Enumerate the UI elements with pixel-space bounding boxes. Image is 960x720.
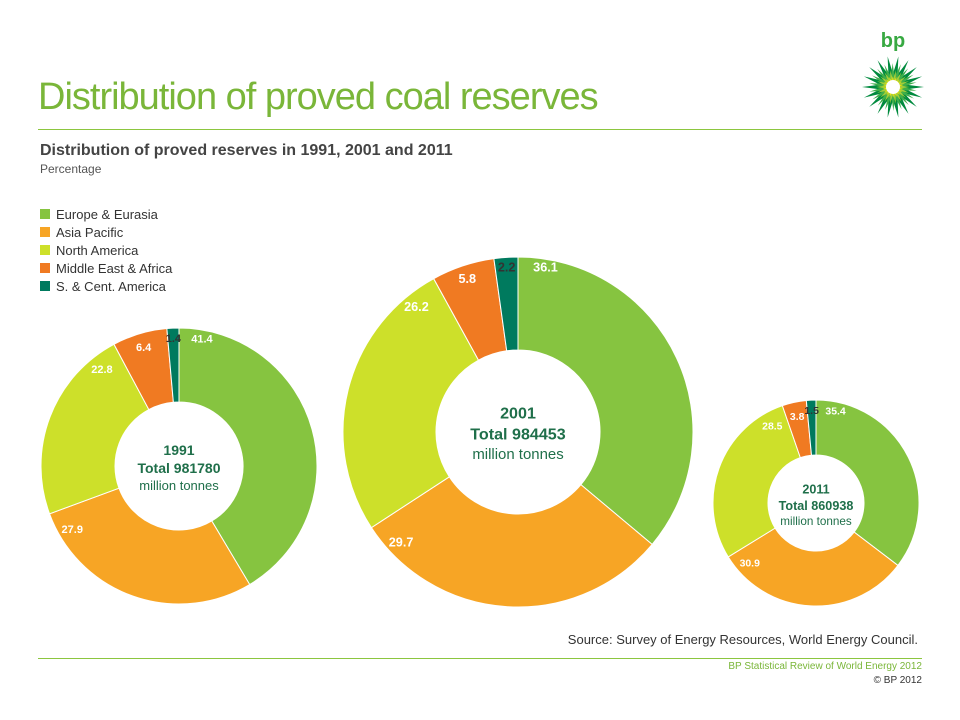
header-divider [38,129,922,130]
data-label-europe-eurasia: 35.4 [825,406,846,417]
slice-s-cent-america [805,399,817,456]
center-unit: million tonnes [472,446,563,463]
slice-asia-pacific [48,487,251,605]
center-year: 2011 [802,483,829,497]
legend-swatch [40,281,50,291]
data-label-europe-eurasia: 36.1 [533,261,558,275]
slice-north-america [712,405,801,558]
donut-2011: 35.4 30.9 28.5 3.81.5 2011 Total 860938 millio… [712,399,920,607]
legend-label: Middle East & Africa [56,260,173,276]
footer-divider [38,658,922,659]
legend-swatch [40,263,50,273]
legend-label: S. & Cent. America [56,278,166,294]
source-note: Source: Survey of Energy Resources, Worl… [567,632,918,647]
data-label-middle-east-africa: 6.4 [136,342,152,354]
legend-item-north-america: North America [40,241,172,259]
legend-label: North America [56,242,139,258]
data-label-europe-eurasia: 41.4 [191,333,213,345]
legend-item-middle-east-africa: Middle East & Africa [40,259,172,277]
center-total: Total 984453 [470,425,565,443]
slice-north-america [40,343,150,515]
center-total: Total 860938 [779,499,854,513]
legend-swatch [40,245,50,255]
slice-s-cent-america [166,327,180,403]
center-year: 1991 [163,442,194,458]
data-label-north-america: 26.2 [404,300,429,314]
slice-north-america [342,277,480,529]
slice-europe-eurasia [815,399,920,567]
legend-label: Asia Pacific [56,224,124,240]
legend: Europe & Eurasia Asia Pacific North Americ… [40,205,172,295]
slice-europe-eurasia [517,256,694,546]
donut-2001: 36.1 29.7 26.2 5.8 2.2 2001 Total 984453 millio… [342,256,694,608]
center-year: 2001 [500,405,536,423]
data-label-s-cent-america: 2.2 [498,260,516,274]
data-label-north-america: 28.5 [762,421,783,432]
slice-europe-eurasia [178,327,318,586]
legend-item-s-cent-america: S. & Cent. America [40,277,172,295]
legend-item-europe-eurasia: Europe & Eurasia [40,205,172,223]
bp-logo: bp [858,30,928,118]
helios-icon [862,56,924,118]
page-title: Distribution of proved coal reserves [38,76,599,118]
slice-asia-pacific [727,527,899,607]
center-unit: million tonnes [780,515,852,528]
slice-asia-pacific [370,476,653,608]
legend-swatch [40,209,50,219]
data-label-asia-pacific: 30.9 [740,558,761,569]
chart-title: Distribution of proved reserves in 1991,… [40,142,453,159]
legend-item-asia-pacific: Asia Pacific [40,223,172,241]
chart-subtitle: Percentage [40,162,102,176]
data-label-north-america: 22.8 [91,364,112,376]
logo-text: bp [880,30,906,52]
center-total: Total 981780 [137,460,220,476]
footer-review: BP Statistical Review of World Energy 20… [728,661,922,672]
data-label-middle-east-africa: 5.8 [458,272,476,286]
data-label-s-cent-america: 1.4 [166,333,182,345]
legend-swatch [40,227,50,237]
center-unit: million tonnes [139,478,219,493]
legend-label: Europe & Eurasia [56,206,158,222]
data-label-asia-pacific: 29.7 [389,536,414,550]
footer-copyright: © BP 2012 [873,675,922,686]
slice-s-cent-america [493,256,519,352]
data-label-asia-pacific: 27.9 [62,524,83,536]
data-label-s-cent-america: 1.5 [804,406,819,417]
data-label-middle-east-africa: 3.8 [790,412,805,423]
donut-1991: 41.4 27.9 22.8 6.4 1.4 1991 Total 981780 millio… [40,327,318,605]
